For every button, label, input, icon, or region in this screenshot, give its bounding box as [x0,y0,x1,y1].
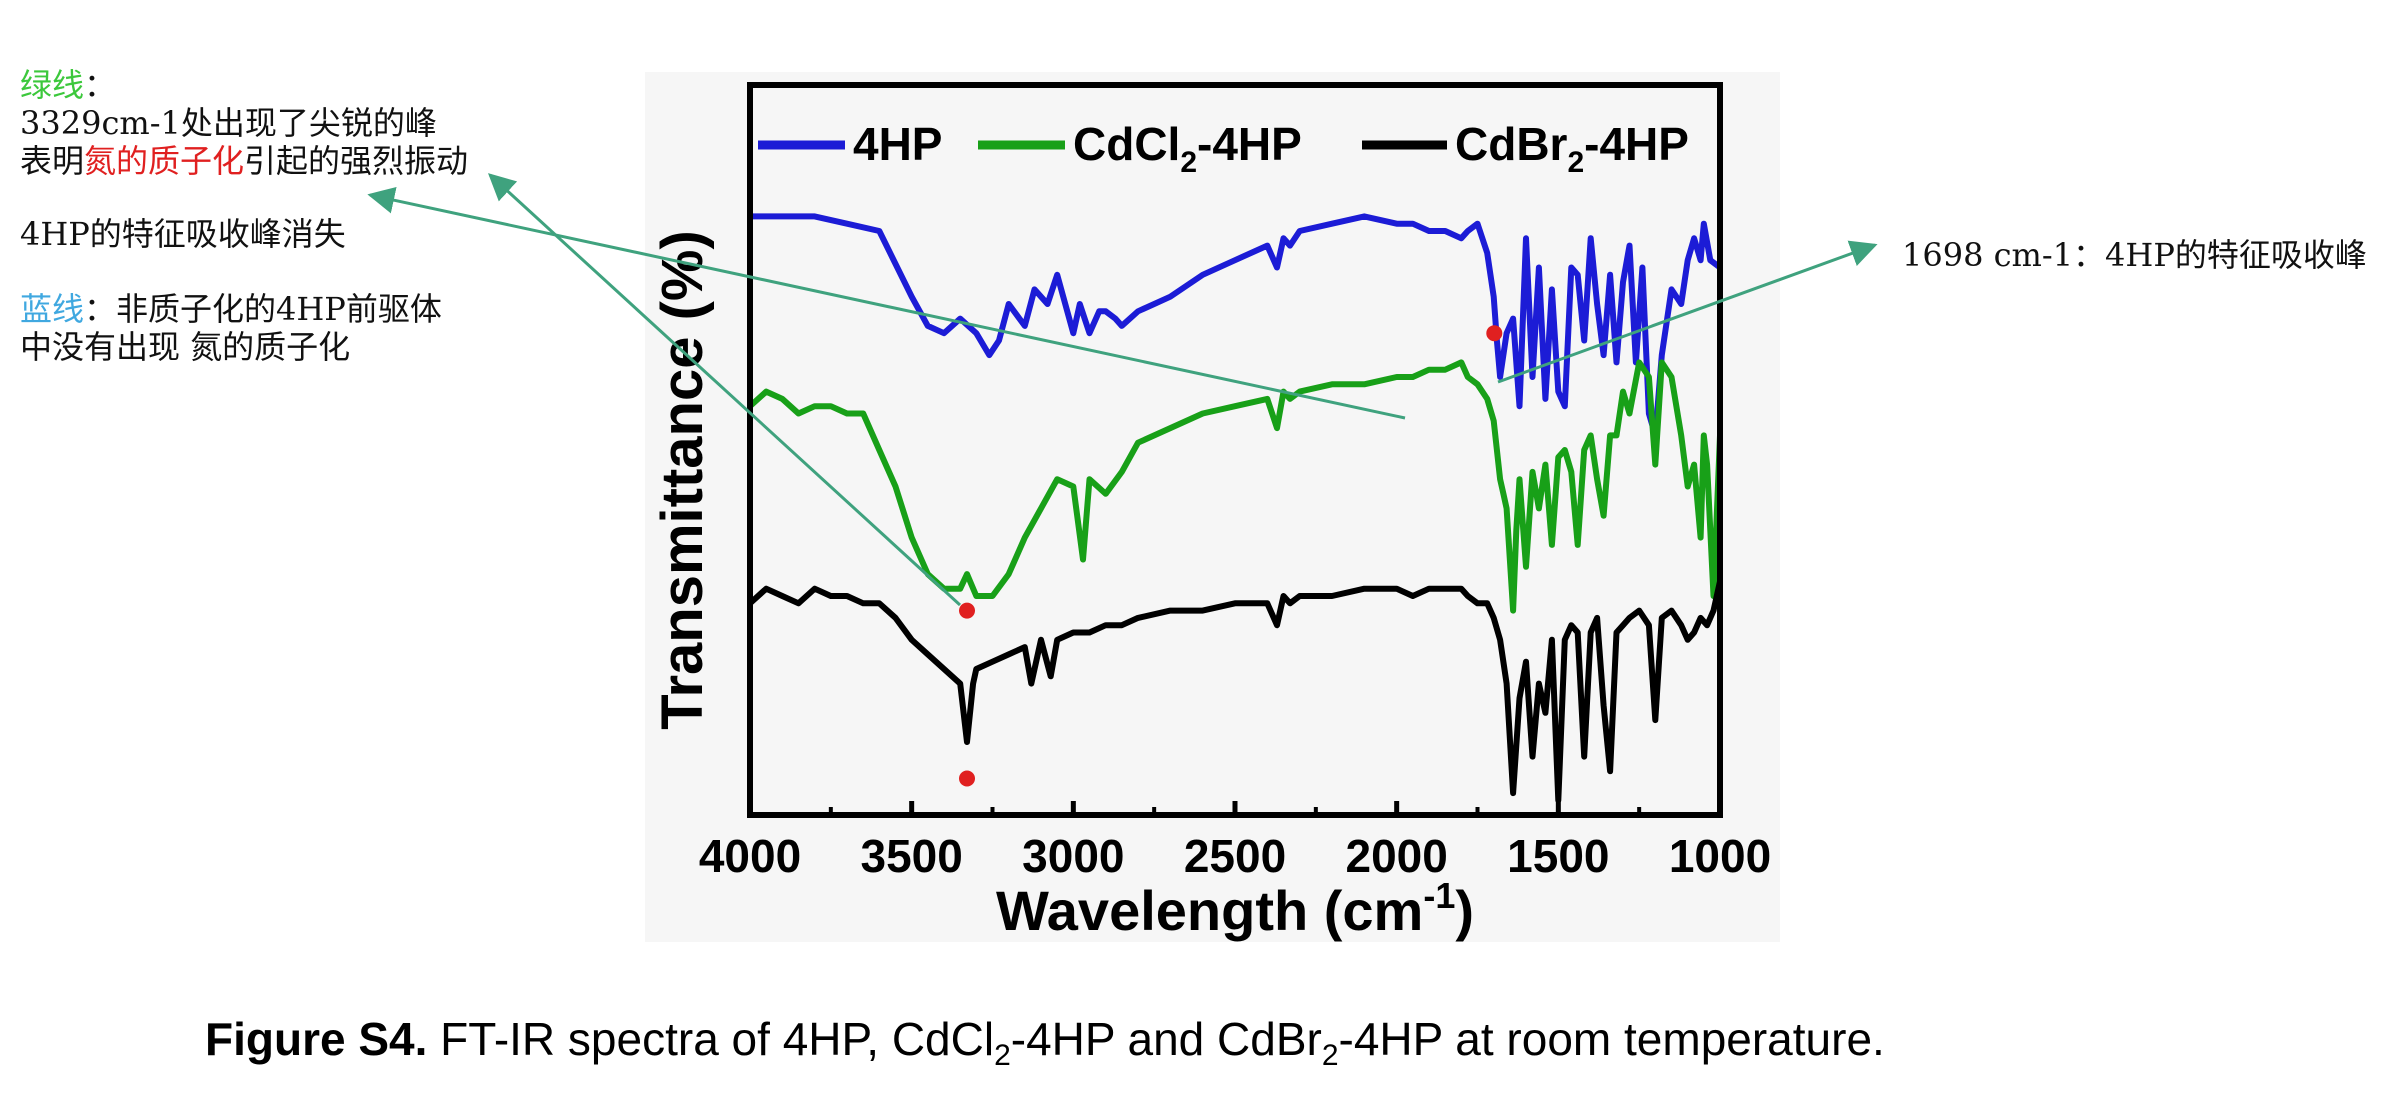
x-axis-label: Wavelength (cm-1) [996,875,1474,942]
legend-label-cdbr2: CdBr2-4HP [1455,118,1689,179]
arrow-to-green-peak-note [367,186,1406,420]
series-line-4hp [750,213,1722,439]
caption-figure-number: Figure S4. [205,1013,428,1065]
x-tick-label-4000: 4000 [699,830,801,882]
peak-marker-1 [1486,325,1503,342]
arrow-to-1698-note [1497,240,1878,384]
x-tick-label-1500: 1500 [1507,830,1609,882]
blue-line-text: 中没有出现 氮的质子化 [20,328,351,366]
x-tick-label-3500: 3500 [860,830,962,882]
green-line-note: 绿线： 3329cm-1处出现了尖锐的峰 表明氮的质子化引起的强烈振动 [20,66,468,180]
x-tick-label-1000: 1000 [1669,830,1771,882]
arrow-to-protonation-note [488,173,962,607]
plot-background [645,72,1780,942]
series-line-cdcl2-4hp [747,359,1723,614]
green-line-heading: 绿线： [20,66,117,104]
green-line-meaning: 表明氮的质子化引起的强烈振动 [20,142,469,180]
blue-line-note: 蓝线：非质子化的4HP前驱体 中没有出现 氮的质子化 [20,290,442,366]
series-line-cdbr2-4hp [747,580,1723,804]
x-tick-label-3000: 3000 [1022,830,1124,882]
legend: 4HP CdCl2-4HP CdBr2-4HP [758,118,1689,179]
figure-caption: Figure S4. FT-IR spectra of 4HP, CdCl2-4… [205,1013,1885,1073]
peak-marker-2 [959,602,975,619]
legend-label-cdcl2: CdCl2-4HP [1073,118,1302,179]
legend-label-4hp: 4HP [853,118,942,170]
marker-layer [959,325,1503,787]
peak-1698-note: 1698 cm-1：4HP的特征吸收峰 [1902,236,2367,274]
annotation-arrows [367,173,1878,607]
disappear-note: 4HP的特征吸收峰消失 [20,215,346,253]
y-axis-label: Transmittance (%) [650,230,715,730]
x-tick-label-2000: 2000 [1345,830,1447,882]
blue-line-heading: 蓝线：非质子化的4HP前驱体 [20,290,442,328]
peak-marker-3 [959,770,975,787]
green-line-peak-text: 3329cm-1处出现了尖锐的峰 [20,104,437,142]
series-layer [747,213,1723,804]
x-tick-label-2500: 2500 [1184,830,1286,882]
x-ticks: 4000 3500 3000 2500 2000 1500 1000 [699,801,1771,882]
